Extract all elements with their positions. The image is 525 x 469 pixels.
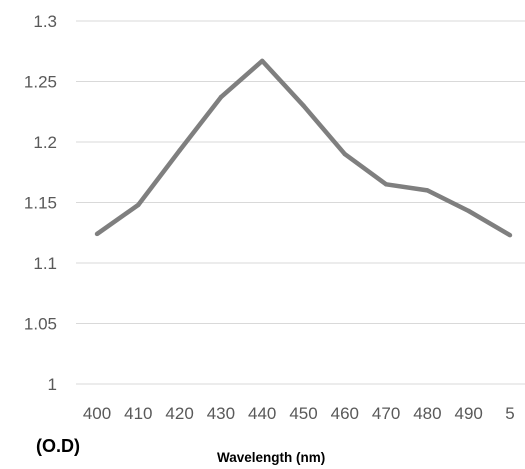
y-tick-label: 1.15 — [24, 194, 57, 213]
data-point — [466, 208, 471, 214]
x-tick-label: 450 — [289, 404, 317, 423]
data-point — [507, 232, 513, 238]
x-tick-label: 410 — [124, 404, 152, 423]
x-tick-label: 490 — [455, 404, 483, 423]
data-point — [94, 231, 100, 237]
x-tick-label: 430 — [207, 404, 235, 423]
y-tick-label: 1.1 — [33, 254, 57, 273]
x-tick-label: 400 — [83, 404, 111, 423]
data-point — [260, 58, 265, 64]
y-axis-label: (O.D) — [36, 436, 80, 456]
data-point — [383, 182, 389, 187]
data-point — [425, 188, 430, 193]
data-point — [177, 148, 182, 153]
y-tick-label: 1 — [48, 375, 57, 394]
y-tick-label: 1.25 — [24, 73, 57, 92]
series-group — [94, 58, 513, 238]
gridlines — [76, 20, 525, 385]
x-tick-label: 5 — [505, 404, 514, 423]
data-point — [136, 202, 141, 208]
y-tick-label: 1.05 — [24, 315, 57, 334]
x-axis-ticks: 400 410 420 430 440 450 460 470 480 490 5 — [83, 404, 515, 423]
data-point — [301, 103, 306, 108]
x-tick-label: 480 — [413, 404, 441, 423]
x-tick-label: 420 — [165, 404, 193, 423]
x-tick-label: 440 — [248, 404, 276, 423]
series-line — [95, 58, 512, 238]
y-tick-label: 1.2 — [33, 133, 57, 152]
y-tick-label: 1.3 — [33, 12, 57, 31]
data-point — [342, 151, 347, 157]
x-axis-label: Wavelength (nm) — [217, 450, 326, 465]
x-tick-label: 470 — [372, 404, 400, 423]
x-tick-label: 460 — [331, 404, 359, 423]
data-point — [218, 95, 224, 100]
y-axis-ticks: 1 1.05 1.1 1.15 1.2 1.25 1.3 — [24, 12, 57, 394]
